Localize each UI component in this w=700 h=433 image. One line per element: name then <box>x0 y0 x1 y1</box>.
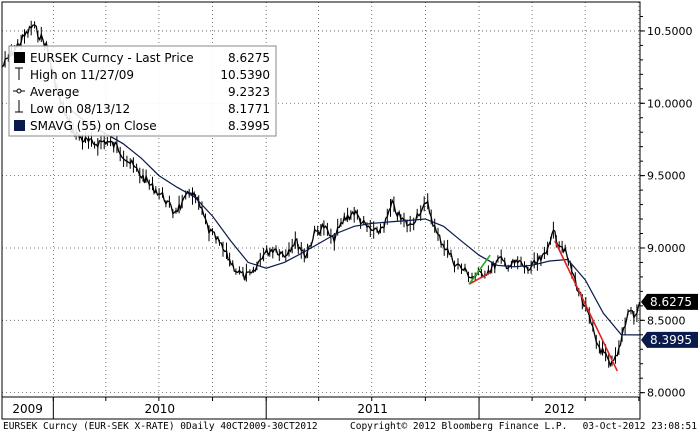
last-price-tag-text: 8.6275 <box>650 295 692 309</box>
smavg-tag-text: 8.3995 <box>650 333 692 347</box>
y-tick-label: 9.0000 <box>647 242 686 255</box>
trendline <box>468 254 491 285</box>
legend-box <box>8 45 277 137</box>
legend-value-high: 10.5390 <box>220 68 270 82</box>
trendline <box>468 271 491 285</box>
legend-label-high: High on 11/27/09 <box>30 68 134 82</box>
x-year-label: 2009 <box>12 402 43 416</box>
plot-area-frame <box>1 1 641 420</box>
smavg-legend-icon <box>14 120 25 131</box>
series-line-smavg <box>71 110 641 336</box>
smavg-tag: 8.3995 <box>641 331 698 348</box>
legend-label-last-price: EURSEK Curncy - Last Price <box>30 51 194 65</box>
y-tick-label: 10.0000 <box>647 97 693 110</box>
y-tick-label: 10.5000 <box>647 25 693 38</box>
trendline <box>554 240 618 372</box>
legend-value-low: 8.1771 <box>228 102 270 116</box>
low-legend-icon <box>15 100 23 113</box>
x-year-label: 2012 <box>544 402 575 416</box>
y-tick-label: 8.5000 <box>647 314 686 327</box>
last-price-tag-background <box>641 293 698 310</box>
footer: EURSEK Curncy (EUR-SEK X-RATE) 0Daily 40… <box>3 421 697 432</box>
y-axis: 10.5000 10.0000 9.5000 9.0000 8.5000 8.0000 <box>640 15 693 400</box>
average-legend-icon <box>13 88 25 94</box>
legend-value-last-price: 8.6275 <box>228 51 270 65</box>
trendline-layer <box>468 240 618 372</box>
footer-copyright: Copyright© 2012 Bloomberg Finance L.P. <box>350 421 567 432</box>
x-year-label: 2011 <box>357 402 388 416</box>
y-tick-label: 8.0000 <box>647 387 686 400</box>
smavg-tag-background <box>641 331 698 348</box>
legend-value-smavg: 8.3995 <box>228 119 270 133</box>
series-layer <box>1 20 641 368</box>
footer-timestamp: 03-Oct-2012 23:08:51 <box>583 421 698 432</box>
x-axis: 2009 2010 2011 2012 <box>2 396 640 419</box>
legend-value-average: 9.2323 <box>228 85 270 99</box>
high-legend-icon <box>15 67 23 80</box>
footer-left-text: EURSEK Curncy (EUR-SEK X-RATE) 0Daily 40… <box>3 421 318 432</box>
y-tick-label: 9.5000 <box>647 170 686 183</box>
last-price-tag: 8.6275 <box>641 293 698 310</box>
last-price-legend-icon <box>14 52 25 63</box>
legend-label-smavg: SMAVG (55) on Close <box>30 119 157 133</box>
x-year-label: 2010 <box>144 402 175 416</box>
legend-label-average: Average <box>30 85 79 99</box>
legend: EURSEK Curncy - Last Price 8.6275 High o… <box>8 45 277 137</box>
legend-label-low: Low on 08/13/12 <box>30 102 130 116</box>
series-line-last-price <box>1 24 641 368</box>
